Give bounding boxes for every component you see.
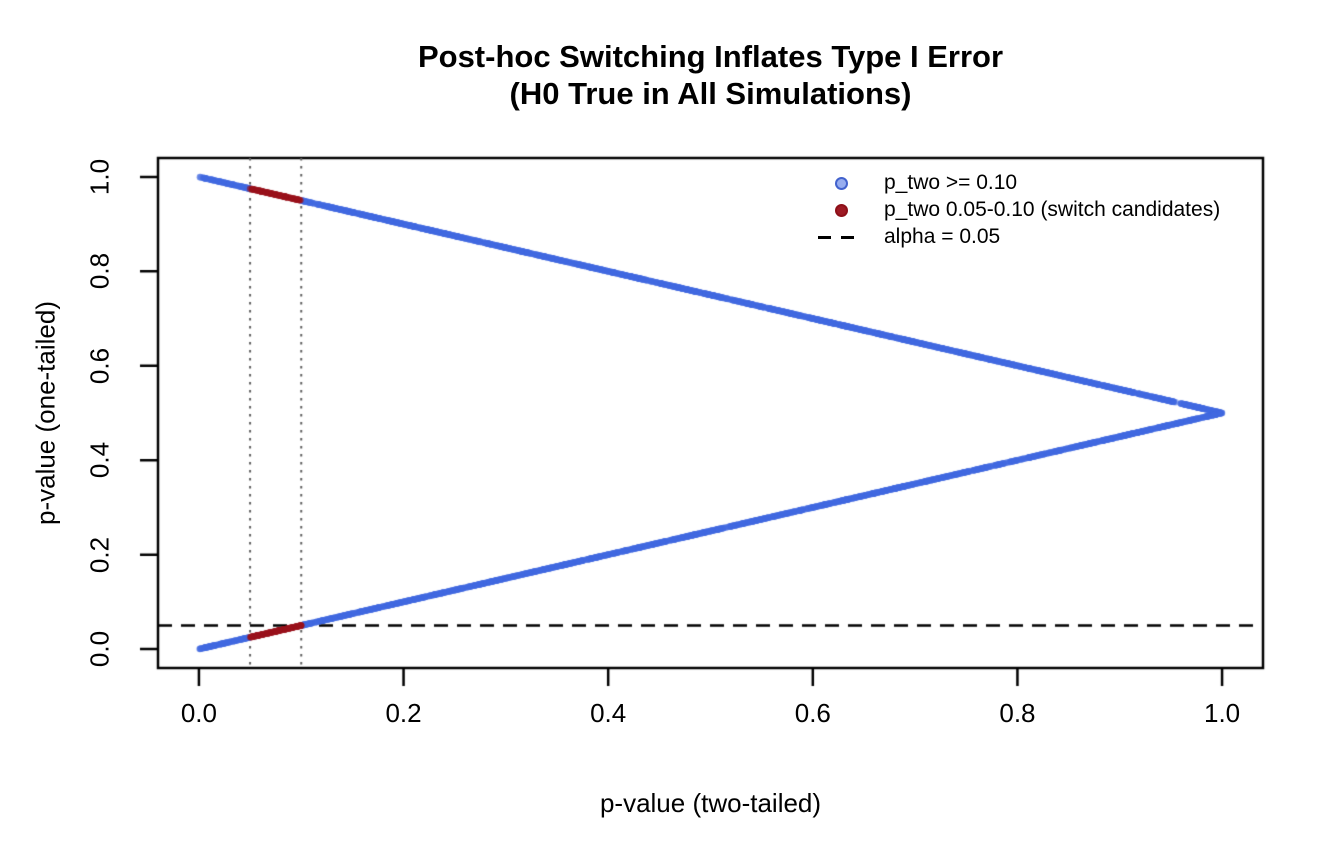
x-tick-label: 0.2	[385, 698, 422, 728]
x-tick-label: 0.8	[999, 698, 1036, 728]
dashed-line-icon	[818, 235, 864, 239]
legend-row-red: p_two 0.05-0.10 (switch candidates)	[810, 198, 1220, 222]
y-tick-label: 0.8	[84, 253, 115, 290]
red-point-icon	[834, 203, 848, 217]
y-tick-label: 0.6	[84, 347, 115, 384]
y-tick-label: 0.2	[84, 536, 115, 573]
x-tick-label: 0.6	[794, 698, 831, 728]
blue-point-icon	[834, 176, 848, 190]
legend-marker-cell	[810, 235, 872, 239]
legend-label: alpha = 0.05	[884, 225, 1001, 248]
x-axis-title: p-value (two-tailed)	[599, 788, 822, 818]
chart-title-line1: Post-hoc Switching Inflates Type I Error	[417, 39, 1004, 74]
legend-label: p_two >= 0.10	[884, 171, 1018, 194]
x-tick-label: 0.0	[180, 698, 217, 728]
legend-label: p_two 0.05-0.10 (switch candidates)	[884, 198, 1221, 221]
legend-marker-cell	[810, 203, 872, 217]
legend-row-alpha: alpha = 0.05	[810, 225, 1220, 249]
y-axis-title: p-value (one-tailed)	[30, 300, 61, 526]
legend-marker-cell	[810, 176, 872, 190]
y-tick-label: 0.4	[84, 442, 115, 479]
y-tick-label: 1.0	[84, 158, 115, 195]
legend-row-blue: p_two >= 0.10	[810, 171, 1220, 195]
chart-title-line2: (H0 True in All Simulations)	[509, 76, 912, 111]
y-tick-label: 0.0	[84, 631, 115, 668]
x-tick-label: 1.0	[1203, 698, 1241, 728]
chart-title: Post-hoc Switching Inflates Type I Error…	[158, 38, 1263, 112]
x-tick-label: 0.4	[590, 698, 627, 728]
legend: p_two >= 0.10 p_two 0.05-0.10 (switch ca…	[810, 171, 1220, 249]
